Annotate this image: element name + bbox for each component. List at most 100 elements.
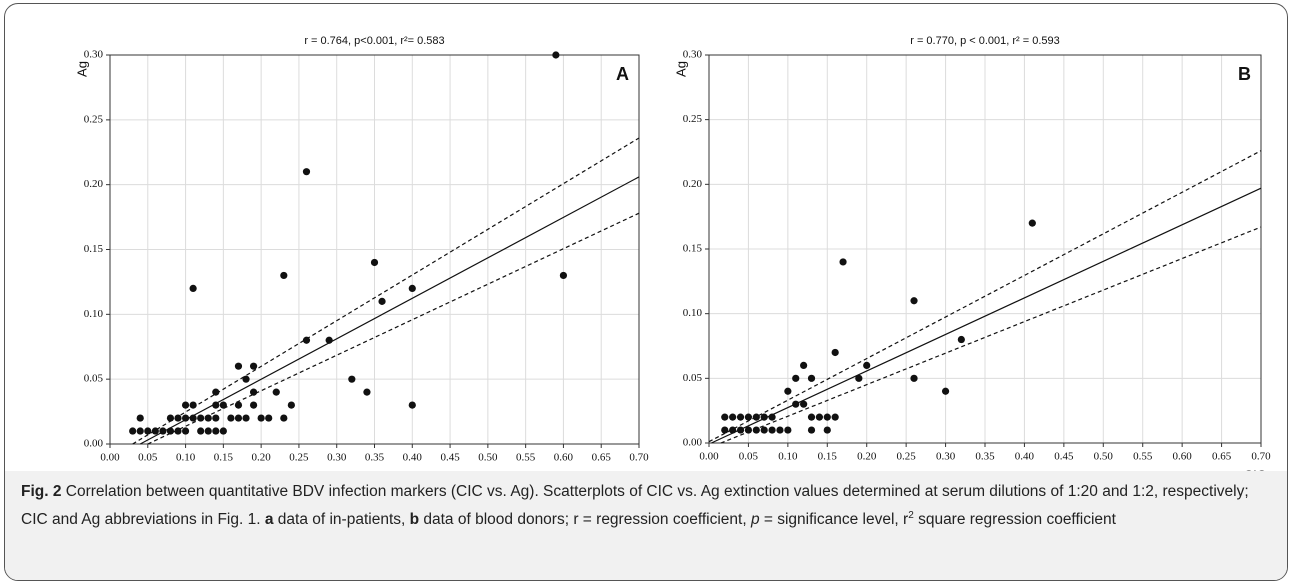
point	[784, 426, 792, 434]
point	[204, 427, 212, 435]
x-tick-label: 0.70	[1251, 451, 1271, 463]
point	[855, 374, 863, 382]
point	[302, 336, 311, 344]
point	[752, 413, 760, 421]
charts: r = 0.764, p<0.001, r²= 0.583 0.00 0.05 0.1…	[74, 35, 1271, 474]
y-axis-label: Ag	[74, 61, 89, 77]
x-tick-label: 0.70	[629, 452, 649, 464]
point	[212, 388, 220, 396]
x-tick-label: 0.60	[1173, 451, 1193, 463]
point	[136, 427, 144, 435]
x-tick-label: 0.30	[936, 451, 956, 463]
fit-line	[147, 212, 640, 445]
point	[910, 297, 918, 305]
point	[768, 413, 776, 421]
point	[363, 388, 371, 396]
point	[234, 362, 243, 370]
point	[242, 414, 250, 422]
point	[151, 427, 159, 435]
point	[280, 414, 288, 422]
point	[744, 426, 753, 434]
point	[212, 414, 220, 422]
figure: r = 0.764, p<0.001, r²= 0.583 0.00 0.05 0.1…	[4, 3, 1288, 581]
point	[776, 426, 784, 434]
plot-frame	[708, 54, 1262, 444]
caption-text: a	[264, 511, 274, 529]
point	[752, 426, 760, 434]
y-tick-label: 0.25	[84, 113, 104, 125]
caption-text: square regression coefficient	[913, 511, 1116, 529]
x-tick-label: 0.45	[1054, 451, 1074, 463]
point	[272, 388, 280, 396]
point	[325, 336, 333, 344]
caption-box: Fig. 2 Correlation between quantitative …	[5, 471, 1287, 580]
chart-title: r = 0.764, p<0.001, r²= 0.583	[304, 35, 444, 47]
caption-text: Correlation between quantitative BDV inf…	[21, 483, 1249, 529]
x-tick-label: 0.00	[100, 452, 120, 464]
x-tick-label: 0.60	[554, 452, 574, 464]
point	[784, 387, 792, 395]
point	[800, 361, 808, 369]
point	[807, 374, 816, 382]
point	[136, 414, 144, 422]
point	[823, 413, 831, 421]
point	[831, 413, 839, 421]
plot-frame	[109, 54, 640, 445]
point	[129, 427, 137, 435]
point	[212, 401, 220, 409]
point	[744, 413, 753, 421]
x-tick-label: 0.10	[778, 451, 798, 463]
point	[957, 335, 965, 344]
point	[189, 414, 197, 422]
x-tick-label: 0.40	[1015, 451, 1035, 463]
point	[831, 348, 839, 357]
point	[792, 400, 800, 408]
fit-line	[711, 187, 1262, 444]
panel-label: B	[1238, 64, 1251, 84]
x-tick-label: 0.35	[365, 452, 385, 464]
y-tick-label: 0.20	[84, 178, 104, 190]
x-tick-label: 0.65	[1212, 451, 1232, 463]
point	[302, 168, 311, 176]
caption-text: 2	[908, 510, 914, 521]
fit-line	[708, 150, 1262, 443]
point	[800, 400, 808, 408]
point	[189, 401, 197, 409]
x-tick-label: 0.15	[214, 452, 234, 464]
point	[144, 427, 152, 435]
point	[159, 427, 167, 435]
point	[219, 401, 227, 409]
x-tick-label: 0.50	[1094, 451, 1114, 463]
caption-text: = significance level, r	[759, 511, 909, 529]
fit-line	[720, 226, 1262, 444]
caption-text: b	[409, 511, 420, 529]
point	[941, 387, 950, 395]
point	[807, 426, 816, 434]
point	[166, 427, 175, 435]
fig-label: Fig. 2	[21, 483, 62, 500]
point	[552, 51, 560, 59]
point	[234, 401, 243, 409]
point	[287, 401, 295, 409]
y-tick-label: 0.30	[683, 49, 703, 61]
x-tick-label: 0.00	[699, 451, 719, 463]
y-tick-label: 0.00	[84, 438, 104, 450]
point	[265, 414, 273, 422]
point	[721, 426, 729, 434]
point	[729, 426, 737, 434]
x-axis-label: CIC	[1244, 467, 1266, 474]
y-tick-label: 0.20	[683, 178, 703, 190]
x-tick-label: 0.55	[1133, 451, 1153, 463]
point	[197, 427, 205, 435]
x-tick-label: 0.05	[739, 451, 759, 463]
point	[736, 426, 745, 434]
caption-text: data of in-patients,	[273, 511, 410, 529]
chart-title: r = 0.770, p < 0.001, r² = 0.593	[910, 35, 1060, 47]
y-tick-label: 0.00	[683, 437, 703, 449]
point	[760, 426, 768, 434]
x-tick-label: 0.10	[176, 452, 196, 464]
x-tick-label: 0.25	[289, 452, 309, 464]
x-tick-label: 0.55	[516, 452, 536, 464]
caption: Fig. 2 Correlation between quantitative …	[21, 480, 1261, 532]
